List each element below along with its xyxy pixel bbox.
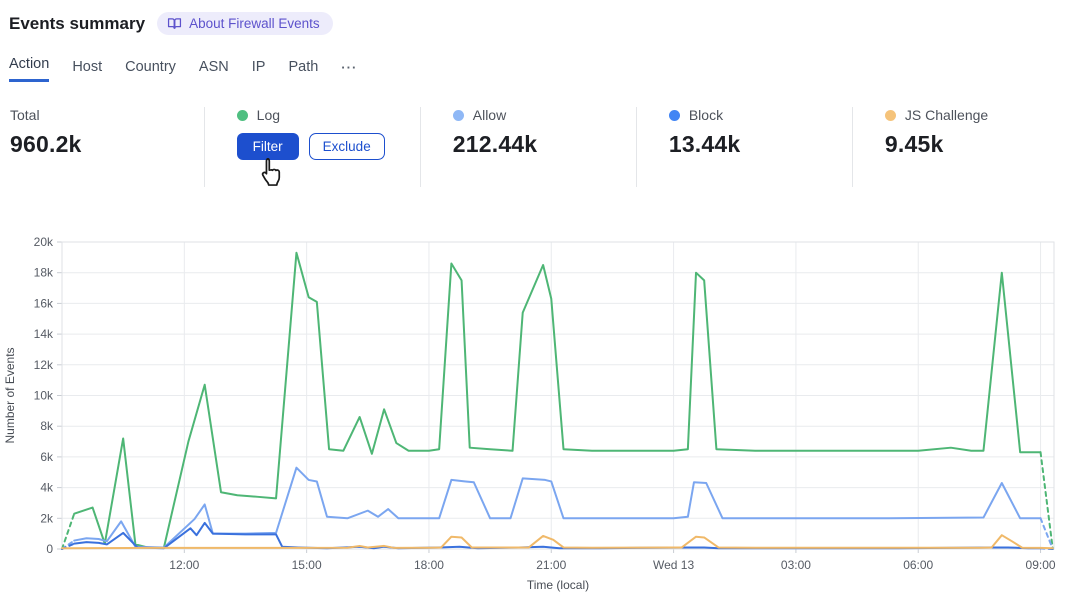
x-tick-label: 12:00	[169, 558, 199, 572]
y-tick-label: 18k	[34, 266, 54, 280]
block-label: Block	[688, 107, 724, 123]
series-block-line	[73, 521, 1042, 550]
stat-block[interactable]: Block 13.44k	[635, 107, 852, 187]
tab-path[interactable]: Path	[288, 59, 319, 75]
allow-label: Allow	[472, 107, 507, 123]
summary-tabs: Action Host Country ASN IP Path ···	[9, 56, 1068, 82]
y-tick-label: 6k	[40, 450, 54, 464]
exclude-button[interactable]: Exclude	[308, 133, 385, 160]
js-challenge-legend-dot	[884, 109, 896, 121]
x-axis-title: Time (local)	[527, 578, 589, 592]
log-label: Log	[256, 107, 281, 123]
tab-host[interactable]: Host	[72, 59, 103, 75]
tab-ip[interactable]: IP	[251, 59, 266, 75]
events-time-series-chart: 0 2k 4k 6k 8k 10k 12k 14k 16k 18k 20k 12:00 15:00 18:…	[3, 235, 1056, 592]
stats-row: Total 960.2k Log Filter Exclude Allow 21…	[0, 107, 1068, 187]
y-tick-label: 10k	[34, 389, 54, 403]
x-tick-label: 09:00	[1026, 558, 1056, 572]
x-tick-label: 18:00	[414, 558, 444, 572]
tab-action[interactable]: Action	[9, 56, 50, 82]
about-firewall-events-badge[interactable]: About Firewall Events	[157, 12, 333, 35]
stat-log[interactable]: Log Filter Exclude	[203, 107, 420, 187]
x-tick-label: 21:00	[536, 558, 566, 572]
tab-country[interactable]: Country	[125, 59, 176, 75]
more-tabs-button[interactable]: ···	[341, 60, 357, 82]
allow-legend-dot	[452, 109, 464, 121]
page-title: Events summary	[9, 13, 146, 33]
log-legend-dot	[236, 109, 248, 121]
y-tick-label: 20k	[34, 235, 54, 249]
y-tick-label: 4k	[40, 481, 54, 495]
total-value: 960.2k	[10, 131, 82, 157]
series-js-challenge-line	[61, 534, 1054, 550]
about-badge-label: About Firewall Events	[189, 16, 320, 31]
series-log-line	[73, 251, 1042, 549]
allow-value: 212.44k	[452, 131, 538, 157]
filter-button[interactable]: Filter	[236, 133, 299, 160]
y-tick-label: 2k	[40, 511, 54, 525]
series-allow-partial-segment	[1039, 517, 1054, 550]
y-tick-label: 14k	[34, 327, 54, 341]
header: Events summary About Firewall Events	[0, 0, 1068, 35]
x-tick-label: 03:00	[781, 558, 811, 572]
series-log-partial-segment	[1039, 451, 1054, 550]
block-value: 13.44k	[668, 131, 741, 157]
y-tick-label: 0	[46, 542, 53, 556]
block-legend-dot	[668, 109, 680, 121]
stat-total: Total 960.2k	[0, 107, 204, 187]
stat-allow[interactable]: Allow 212.44k	[419, 107, 636, 187]
x-tick-label: 15:00	[292, 558, 322, 572]
js-challenge-value: 9.45k	[884, 131, 944, 157]
stat-js-challenge[interactable]: JS Challenge 9.45k	[851, 107, 1068, 187]
series-log-partial-segment	[61, 512, 76, 550]
series-allow-line	[73, 466, 1042, 549]
js-challenge-label: JS Challenge	[904, 107, 989, 123]
y-tick-label: 12k	[34, 358, 54, 372]
book-icon	[167, 16, 182, 31]
y-tick-label: 16k	[34, 296, 54, 310]
ellipsis-icon: ···	[341, 60, 358, 75]
y-tick-label: 8k	[40, 419, 54, 433]
tab-asn[interactable]: ASN	[198, 59, 229, 75]
x-tick-label: Wed 13	[653, 558, 694, 572]
total-label: Total	[10, 107, 40, 123]
x-tick-label: 06:00	[903, 558, 933, 572]
y-axis-title: Number of Events	[3, 347, 17, 443]
